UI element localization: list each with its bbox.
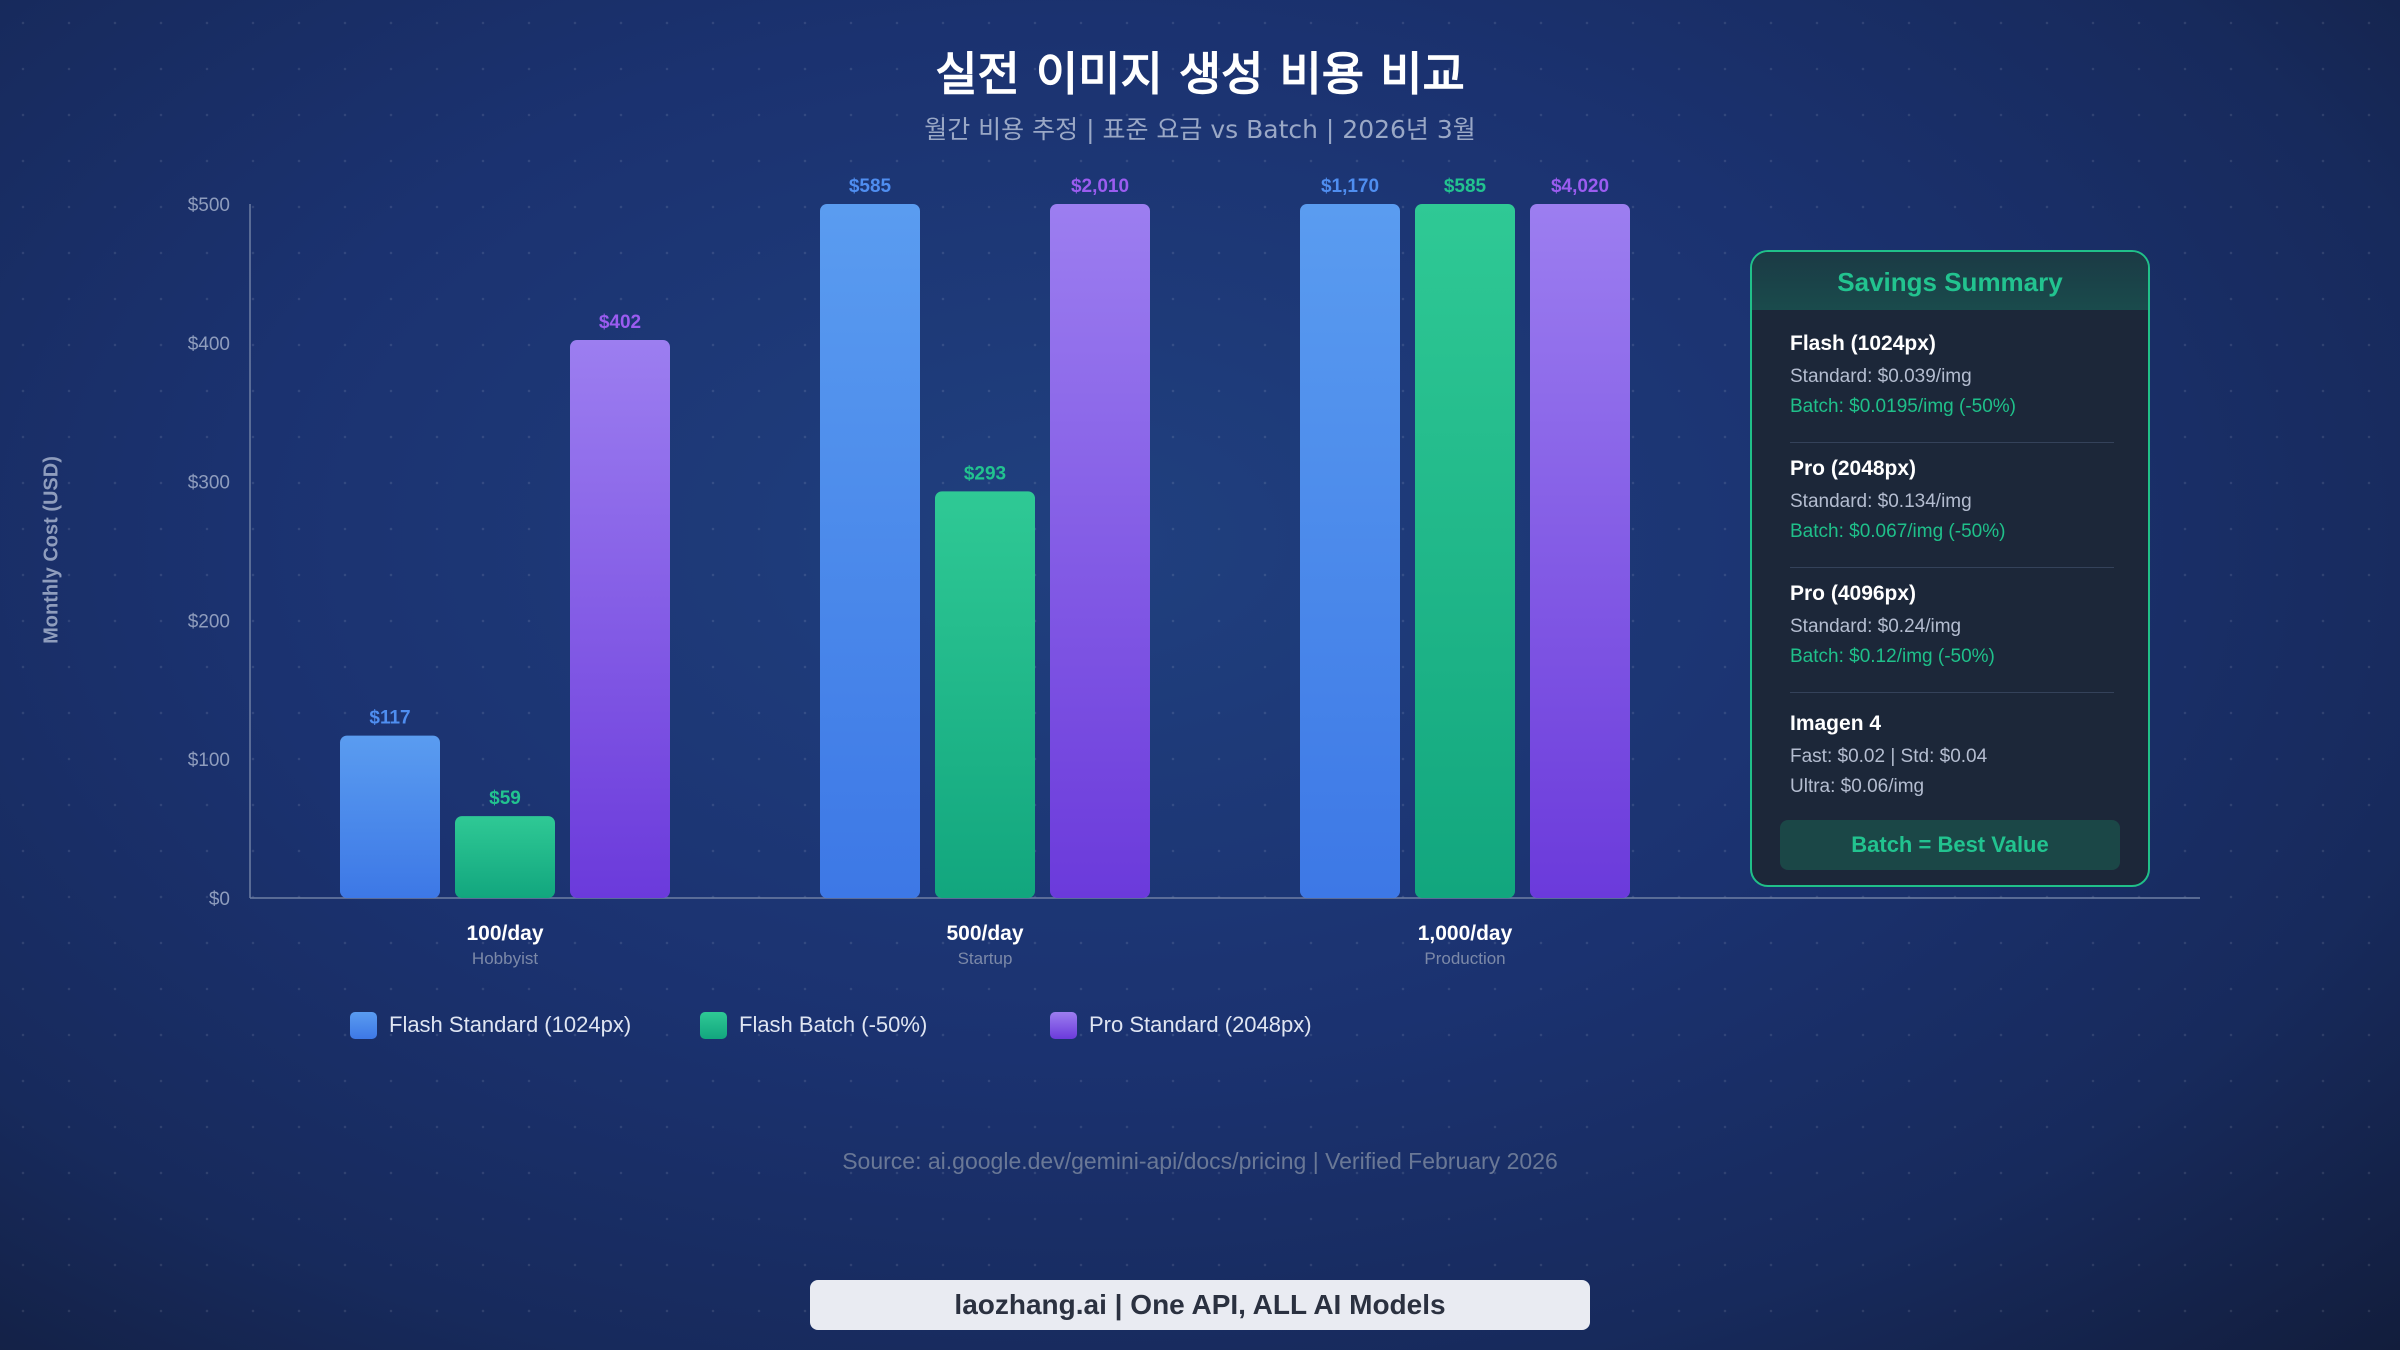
savings-summary-title: Savings Summary	[1752, 252, 2148, 310]
legend-swatch	[700, 1011, 727, 1039]
savings-item-flash-1024: Flash (1024px) Standard: $0.039/img Batc…	[1790, 332, 2120, 422]
divider	[1790, 692, 2114, 693]
bar	[340, 735, 440, 898]
bar-value-label: $4,020	[1551, 176, 1609, 197]
x-tick-sublabel: Hobbyist	[472, 949, 538, 968]
bar-chart: $0 $100 $200 $300 $400 $500 $117 $59 $402 100/day…	[188, 176, 2200, 968]
savings-item-pro-4096: Pro (4096px) Standard: $0.24/img Batch: …	[1790, 582, 2120, 672]
source-note: Source: ai.google.dev/gemini-api/docs/pr…	[842, 1148, 1558, 1174]
x-tick-sublabel: Startup	[958, 949, 1013, 968]
bar-value-label: $2,010	[1071, 176, 1129, 197]
y-tick-label: $400	[188, 334, 230, 355]
bar-value-label: $585	[849, 176, 892, 197]
bar	[455, 816, 555, 898]
footer-banner: laozhang.ai | One API, ALL AI Models	[810, 1280, 1590, 1330]
savings-item-name: Flash (1024px)	[1790, 332, 1936, 355]
legend-label: Flash Standard (1024px)	[389, 1012, 632, 1037]
bar	[1050, 204, 1150, 898]
savings-item-fast-std: Fast: $0.02 | Std: $0.04	[1790, 746, 1988, 767]
savings-item-batch: Batch: $0.067/img (-50%)	[1790, 521, 2006, 542]
savings-item-batch: Batch: $0.12/img (-50%)	[1790, 646, 1995, 667]
savings-item-name: Imagen 4	[1790, 712, 1882, 735]
savings-item-standard: Standard: $0.24/img	[1790, 616, 1962, 637]
divider	[1790, 567, 2114, 568]
bar-value-label: $117	[369, 708, 410, 729]
savings-item-name: Pro (4096px)	[1790, 582, 1917, 605]
best-value-badge: Batch = Best Value	[1780, 820, 2120, 870]
legend-item-flash-batch: Flash Batch (-50%)	[700, 1010, 927, 1040]
savings-item-imagen-4: Imagen 4 Fast: $0.02 | Std: $0.04 Ultra:…	[1790, 712, 2120, 802]
legend-item-pro-standard: Pro Standard (2048px)	[1050, 1010, 1312, 1040]
legend-item-flash-standard: Flash Standard (1024px)	[350, 1010, 631, 1040]
savings-item-batch: Batch: $0.0195/img (-50%)	[1790, 396, 2017, 417]
savings-item-pro-2048: Pro (2048px) Standard: $0.134/img Batch:…	[1790, 457, 2120, 547]
savings-item-standard: Standard: $0.039/img	[1790, 366, 1972, 387]
legend-swatch	[1050, 1011, 1077, 1039]
bar-value-label: $59	[489, 788, 521, 809]
x-tick-sublabel: Production	[1424, 949, 1505, 968]
y-tick-label: $300	[188, 473, 230, 494]
bar-value-label: $293	[964, 463, 1006, 484]
bar-value-label: $585	[1444, 176, 1487, 197]
bar	[935, 491, 1035, 898]
chart-subtitle: 월간 비용 추정 | 표준 요금 vs Batch | 2026년 3월	[924, 115, 1476, 144]
savings-item-standard: Standard: $0.134/img	[1790, 491, 1972, 512]
bar-value-label: $402	[599, 312, 641, 333]
bar-value-label: $1,170	[1321, 176, 1379, 197]
x-tick-label: 500/day	[946, 922, 1023, 945]
chart-title: 실전 이미지 생성 비용 비교	[935, 47, 1465, 101]
bar	[570, 340, 670, 898]
y-tick-label: $100	[188, 750, 230, 771]
divider	[1790, 442, 2114, 443]
bar	[1300, 204, 1400, 898]
x-tick-label: 1,000/day	[1418, 922, 1513, 945]
savings-summary-card: Savings Summary Flash (1024px) Standard:…	[1750, 250, 2150, 887]
y-tick-label: $500	[188, 195, 230, 216]
y-tick-label: $0	[209, 889, 230, 910]
savings-item-name: Pro (2048px)	[1790, 457, 1917, 480]
legend-label: Flash Batch (-50%)	[739, 1012, 928, 1037]
savings-item-ultra: Ultra: $0.06/img	[1790, 776, 1925, 797]
legend-swatch	[350, 1011, 377, 1039]
legend-label: Pro Standard (2048px)	[1089, 1012, 1312, 1037]
bar	[1530, 204, 1630, 898]
x-tick-label: 100/day	[466, 922, 543, 945]
bar	[820, 204, 920, 898]
y-tick-label: $200	[188, 611, 230, 632]
bar	[1415, 204, 1515, 898]
